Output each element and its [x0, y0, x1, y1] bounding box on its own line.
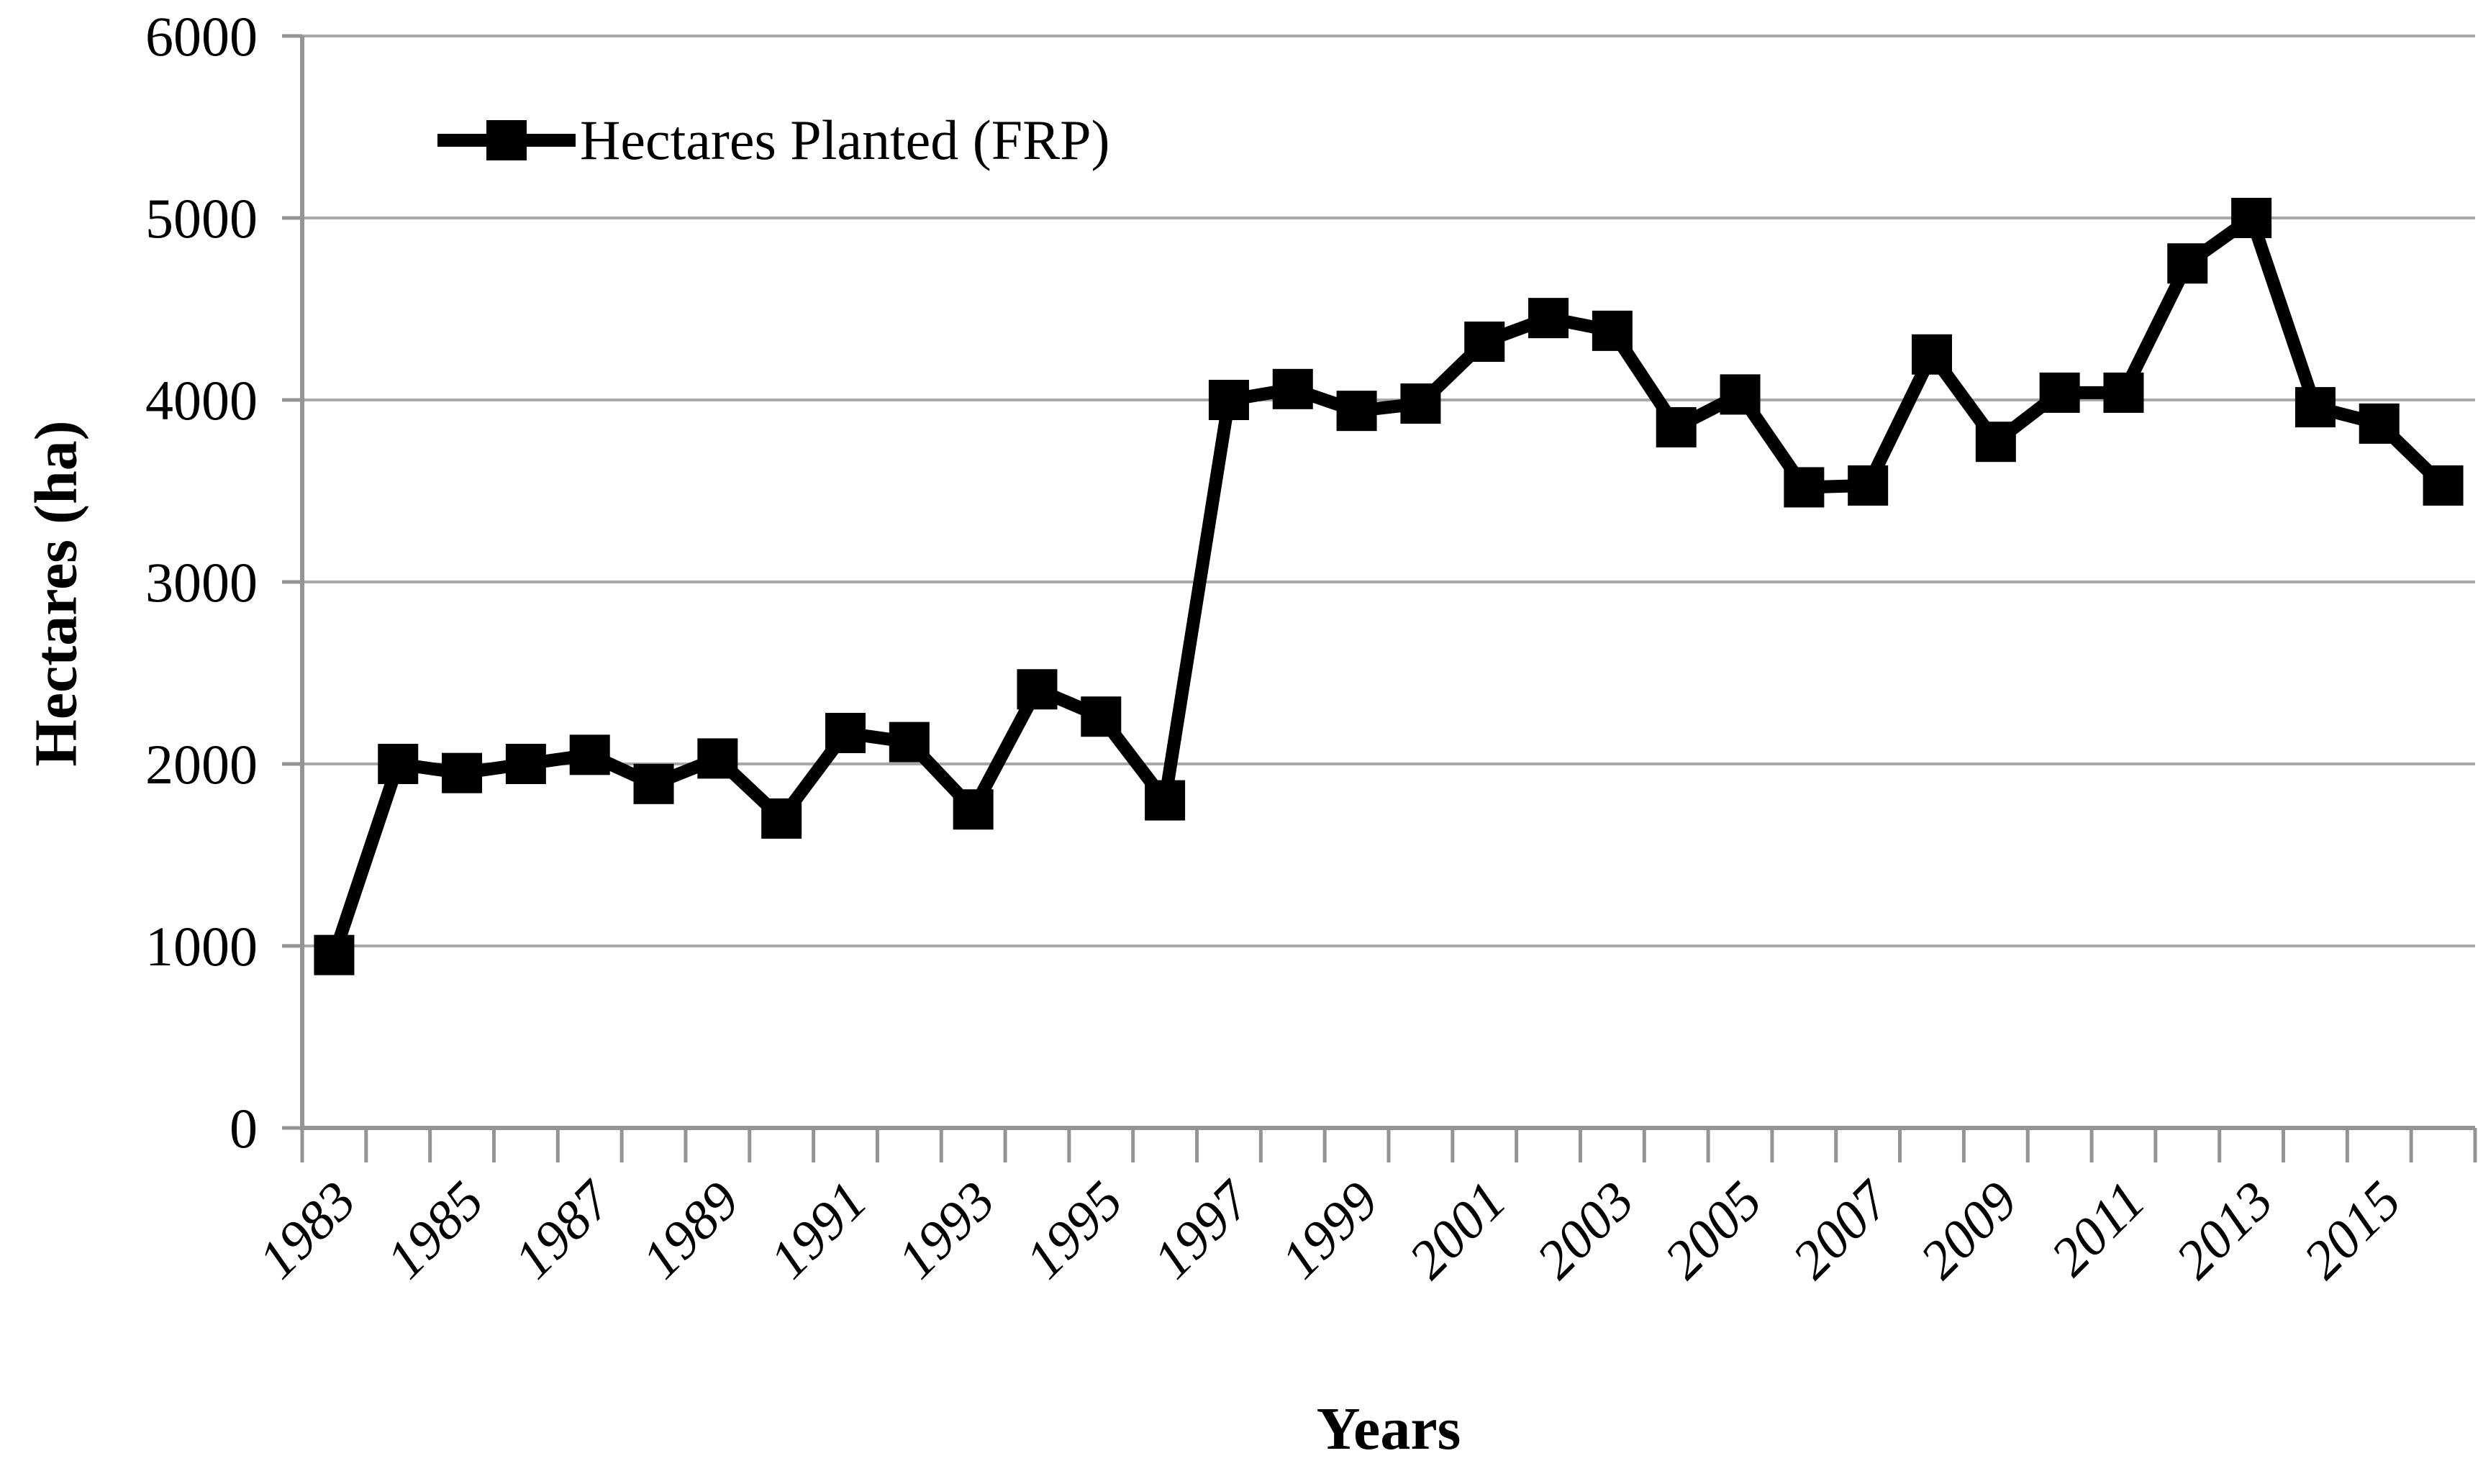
axes [282, 34, 2477, 1162]
svg-text:1989: 1989 [630, 1170, 750, 1290]
legend: Hectares Planted (FRP) [437, 108, 1110, 173]
data-point-2002 [1528, 298, 1569, 339]
data-point-1988 [633, 763, 674, 804]
series-line [327, 211, 2450, 962]
data-point-1986 [505, 744, 546, 784]
svg-text:4000: 4000 [145, 369, 258, 432]
svg-text:1987: 1987 [503, 1169, 625, 1290]
data-point-2004 [1656, 406, 1697, 447]
svg-text:2001: 2001 [1397, 1170, 1517, 1290]
data-point-2011 [2103, 372, 2144, 413]
svg-text:1985: 1985 [375, 1170, 495, 1290]
svg-text:1993: 1993 [886, 1170, 1007, 1290]
data-point-2009 [1975, 422, 2016, 463]
svg-text:0: 0 [230, 1097, 258, 1160]
data-point-1987 [569, 734, 610, 775]
data-point-2016 [2423, 465, 2464, 506]
data-point-2014 [2294, 387, 2336, 428]
data-point-1984 [378, 744, 419, 784]
svg-text:2003: 2003 [1525, 1170, 1646, 1290]
svg-text:2005: 2005 [1653, 1170, 1774, 1290]
svg-text:1991: 1991 [758, 1170, 879, 1290]
data-point-2001 [1464, 322, 1505, 363]
data-point-1991 [825, 712, 866, 753]
svg-text:1997: 1997 [1142, 1169, 1263, 1290]
data-point-1997 [1208, 380, 1249, 420]
data-point-1983 [314, 934, 355, 975]
data-point-2000 [1400, 383, 1441, 424]
data-point-1993 [953, 789, 994, 830]
data-point-2010 [2039, 372, 2080, 413]
data-point-2007 [1848, 465, 1889, 506]
svg-text:1999: 1999 [1270, 1170, 1390, 1290]
svg-text:1983: 1983 [248, 1170, 368, 1290]
svg-text:2013: 2013 [2164, 1170, 2284, 1290]
data-point-1995 [1081, 696, 1122, 737]
data-point-1985 [442, 752, 483, 793]
svg-text:3000: 3000 [145, 551, 258, 614]
svg-text:2015: 2015 [2292, 1170, 2412, 1290]
data-point-2008 [1912, 334, 1952, 375]
legend-label: Hectares Planted (FRP) [580, 109, 1110, 171]
gridlines [302, 35, 2475, 1129]
data-point-2015 [2359, 403, 2400, 444]
data-point-2013 [2231, 198, 2272, 238]
data-point-1998 [1272, 368, 1313, 409]
data-point-2005 [1720, 374, 1761, 415]
data-point-1989 [697, 738, 738, 779]
data-point-1999 [1336, 391, 1377, 432]
svg-text:6000: 6000 [145, 5, 258, 68]
x-axis-tick-labels: 1983 1985 1987 1989 1991 1993 1995 1997 1999 2001… [248, 1169, 2412, 1290]
y-axis-tick-labels: 0 1000 2000 3000 4000 5000 6000 [145, 5, 258, 1160]
data-point-2003 [1592, 310, 1633, 351]
svg-text:5000: 5000 [145, 187, 258, 250]
data-point-1992 [889, 721, 930, 763]
svg-text:1000: 1000 [145, 915, 258, 978]
y-axis-title: Hectares (ha) [22, 420, 90, 767]
x-axis-title: Years [1316, 1396, 1461, 1462]
data-point-1994 [1017, 669, 1058, 710]
data-point-2006 [1784, 467, 1825, 508]
svg-text:2009: 2009 [1909, 1170, 2029, 1290]
legend-line-square-icon [437, 111, 576, 169]
svg-text:2007: 2007 [1781, 1169, 1902, 1290]
data-point-1990 [761, 798, 802, 839]
data-point-1996 [1145, 780, 1186, 821]
series-markers [314, 198, 2464, 975]
svg-text:2000: 2000 [145, 733, 258, 796]
legend-square-marker [486, 120, 527, 160]
svg-text:2011: 2011 [2040, 1170, 2157, 1288]
svg-text:1995: 1995 [1014, 1170, 1134, 1290]
data-point-2012 [2167, 243, 2208, 284]
